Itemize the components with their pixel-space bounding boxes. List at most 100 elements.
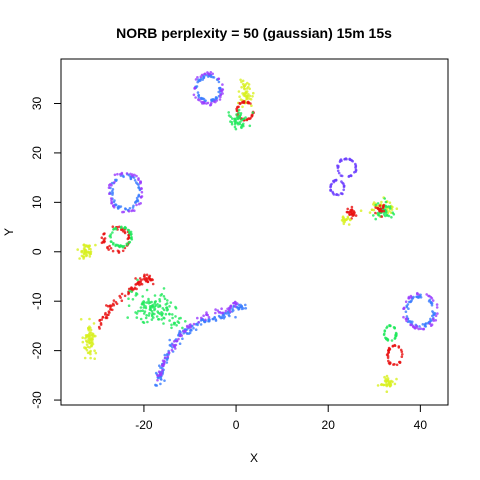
- data-point: [103, 237, 107, 240]
- data-point: [194, 96, 197, 99]
- data-point: [197, 78, 200, 81]
- data-point: [380, 215, 384, 218]
- data-point: [88, 346, 91, 349]
- data-point: [197, 321, 200, 324]
- data-point: [412, 325, 415, 329]
- data-point: [389, 207, 392, 210]
- data-point: [85, 343, 89, 346]
- data-point: [206, 71, 209, 74]
- data-point: [199, 75, 203, 78]
- data-point: [423, 323, 427, 327]
- data-point: [170, 323, 173, 327]
- data-point: [177, 321, 181, 325]
- data-point: [384, 212, 388, 215]
- data-point: [207, 318, 210, 321]
- data-point: [248, 94, 252, 98]
- data-point: [434, 314, 438, 318]
- data-point: [111, 225, 115, 228]
- data-point: [87, 332, 91, 336]
- x-tick-label: 20: [322, 418, 336, 432]
- data-point: [151, 282, 155, 286]
- data-point: [196, 80, 199, 84]
- data-point: [139, 282, 142, 286]
- data-point: [386, 214, 389, 217]
- data-point: [172, 344, 176, 348]
- data-point: [89, 352, 92, 356]
- data-point: [217, 77, 220, 81]
- y-tick-label: -10: [30, 292, 44, 310]
- data-point: [143, 274, 146, 278]
- data-point: [380, 200, 383, 204]
- data-point: [200, 97, 203, 100]
- data-point: [348, 158, 351, 161]
- data-point: [378, 204, 382, 207]
- data-point: [417, 296, 420, 299]
- data-point: [240, 86, 243, 89]
- data-point: [157, 370, 161, 374]
- data-point: [135, 199, 138, 203]
- data-point: [409, 323, 412, 327]
- data-point: [112, 241, 115, 245]
- data-point: [214, 319, 218, 322]
- data-point: [114, 203, 117, 206]
- data-point: [400, 355, 404, 359]
- data-point: [249, 102, 252, 105]
- data-point: [143, 301, 146, 304]
- data-point: [241, 105, 244, 109]
- data-point: [244, 90, 248, 93]
- data-point: [382, 209, 386, 213]
- data-point: [404, 317, 408, 321]
- data-point: [155, 315, 159, 318]
- data-point: [114, 227, 118, 231]
- data-point: [127, 297, 130, 301]
- data-point: [125, 172, 129, 175]
- data-point: [115, 178, 118, 182]
- data-point: [132, 204, 135, 208]
- data-point: [245, 87, 249, 90]
- data-point: [106, 313, 109, 317]
- data-point: [218, 98, 222, 101]
- data-point: [126, 228, 130, 232]
- data-point: [196, 323, 199, 327]
- plot-frame: [60, 58, 449, 406]
- data-point: [108, 244, 111, 248]
- data-point: [108, 183, 111, 187]
- data-point: [113, 173, 117, 177]
- data-point: [390, 379, 393, 383]
- data-point: [186, 326, 189, 329]
- data-point: [368, 211, 372, 214]
- data-point: [149, 306, 152, 310]
- data-point: [406, 303, 410, 306]
- data-point: [127, 304, 131, 308]
- data-point: [239, 98, 243, 101]
- data-point: [407, 307, 410, 311]
- data-point: [112, 228, 115, 231]
- data-point: [233, 305, 237, 308]
- data-point: [158, 364, 161, 368]
- data-point: [336, 166, 340, 170]
- data-point: [168, 319, 171, 322]
- y-tick-label: 10: [30, 195, 44, 209]
- data-point: [205, 311, 208, 314]
- data-point: [130, 238, 134, 241]
- data-point: [99, 323, 103, 326]
- data-point: [109, 235, 112, 239]
- data-point: [113, 199, 116, 202]
- data-point: [153, 302, 156, 305]
- data-point: [163, 379, 166, 383]
- data-point: [223, 315, 226, 319]
- data-point: [391, 345, 395, 348]
- data-point: [217, 86, 221, 90]
- data-point: [170, 348, 174, 352]
- data-point: [109, 307, 112, 311]
- data-point: [221, 311, 225, 315]
- data-point: [402, 315, 405, 319]
- data-point: [342, 188, 346, 192]
- data-point: [139, 306, 143, 309]
- data-point: [185, 332, 189, 335]
- data-point: [419, 327, 423, 331]
- data-point: [82, 255, 85, 259]
- data-point: [354, 166, 357, 169]
- data-point: [231, 117, 234, 120]
- data-point: [124, 207, 128, 211]
